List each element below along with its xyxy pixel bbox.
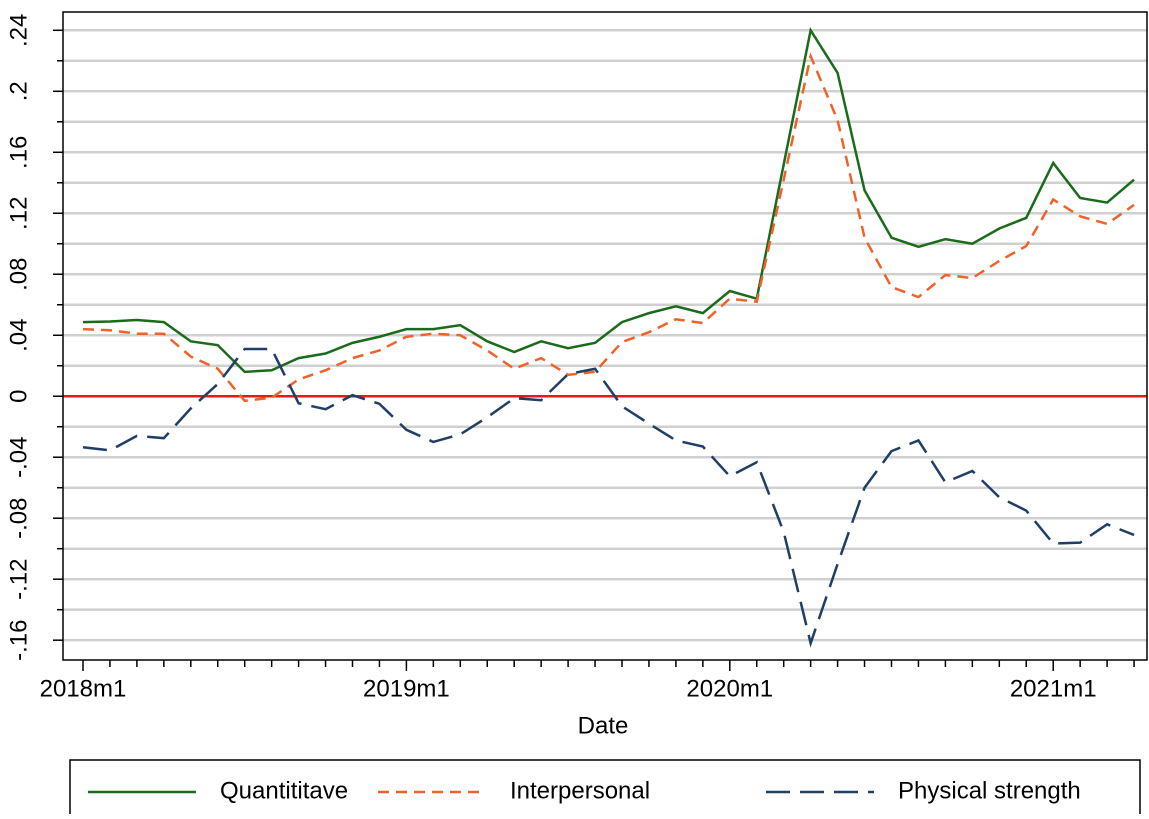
y-tick-label: -.16: [5, 619, 32, 660]
x-tick-label: 2020m1: [686, 675, 773, 702]
x-tick-label: 2018m1: [40, 675, 127, 702]
y-tick-label: -.08: [5, 498, 32, 539]
y-tick-label: .24: [5, 14, 32, 47]
plot-frame: [62, 11, 1148, 661]
legend-box: [69, 759, 1141, 819]
y-tick-label: .2: [5, 81, 32, 101]
legend-label: Physical strength: [898, 777, 1081, 804]
x-tick-label: 2019m1: [363, 675, 450, 702]
y-tick-label: .16: [5, 136, 32, 169]
x-axis-title: Date: [578, 712, 629, 739]
series-line: [82, 26, 1135, 374]
y-tick-label: -.12: [5, 559, 32, 600]
y-tick-label: -.04: [5, 437, 32, 478]
series-line: [82, 347, 1135, 648]
legend-label: Quantititave: [220, 777, 348, 804]
legend-label: Interpersonal: [510, 777, 650, 804]
y-tick-label: .12: [5, 197, 32, 230]
y-tick-label: .04: [5, 319, 32, 352]
y-tick-label: .08: [5, 258, 32, 291]
y-tick-label: 0: [5, 390, 32, 403]
x-tick-label: 2021m1: [1010, 675, 1097, 702]
series-line: [82, 52, 1135, 403]
